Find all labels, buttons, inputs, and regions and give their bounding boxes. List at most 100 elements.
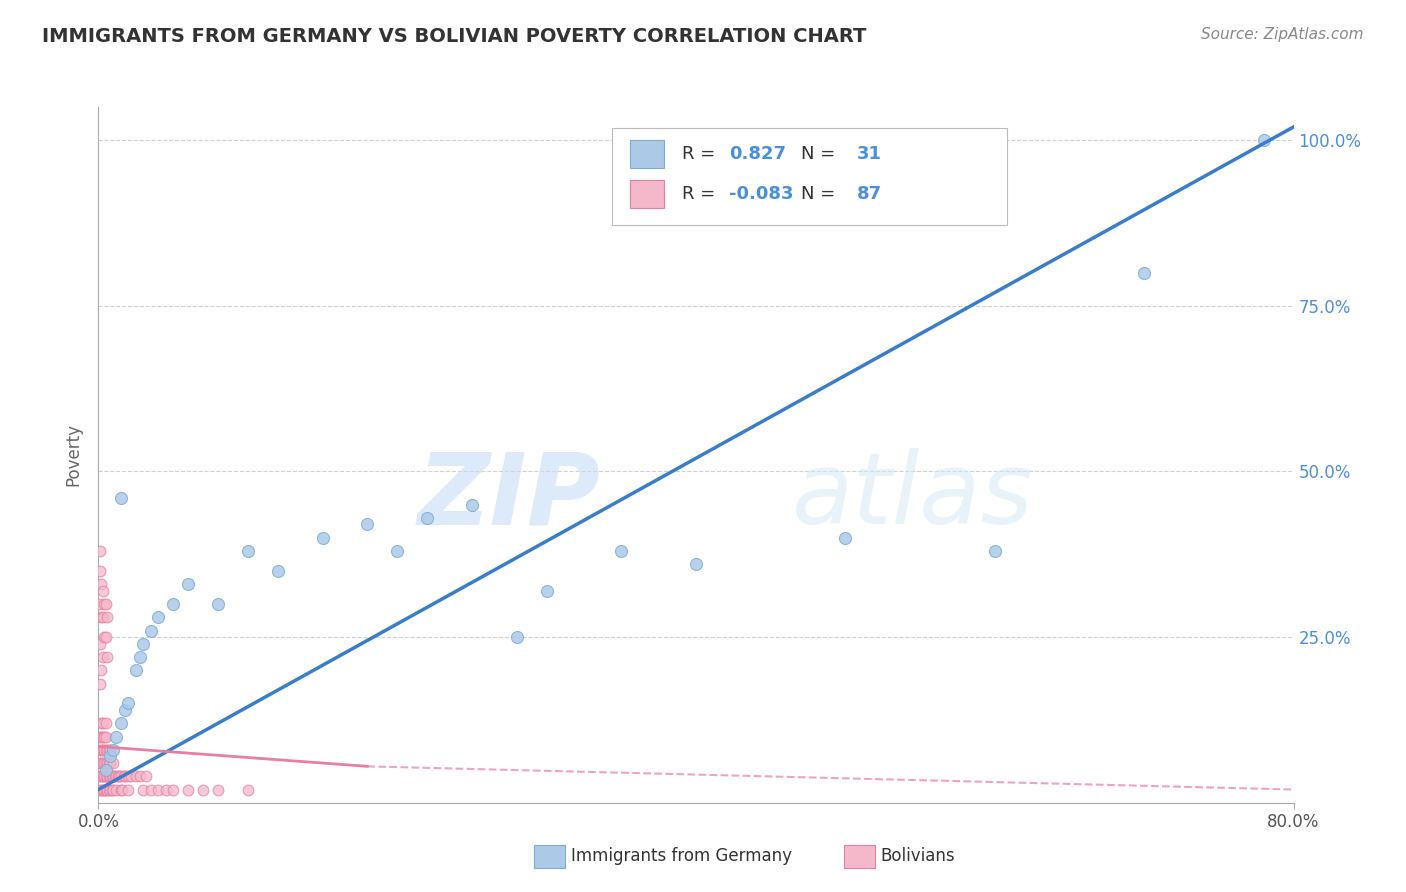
Point	[385, 544, 409, 558]
Text: R =: R =	[682, 185, 721, 203]
Point	[148, 782, 170, 797]
Point	[90, 769, 112, 783]
Point	[103, 769, 125, 783]
Point	[685, 558, 707, 572]
Bar	[630, 180, 664, 208]
Point	[108, 769, 131, 783]
Point	[236, 544, 259, 558]
Point	[89, 756, 111, 770]
Point	[94, 769, 117, 783]
Point	[89, 676, 111, 690]
Point	[93, 782, 115, 797]
Point	[105, 730, 128, 744]
Point	[267, 564, 290, 578]
Text: IMMIGRANTS FROM GERMANY VS BOLIVIAN POVERTY CORRELATION CHART: IMMIGRANTS FROM GERMANY VS BOLIVIAN POVE…	[42, 27, 866, 45]
Text: N =: N =	[801, 185, 841, 203]
Point	[90, 756, 112, 770]
Point	[93, 743, 115, 757]
Point	[107, 769, 129, 783]
Point	[105, 769, 128, 783]
Point	[177, 577, 200, 591]
Text: R =: R =	[682, 145, 721, 163]
Point	[834, 531, 856, 545]
Point	[91, 650, 114, 665]
Y-axis label: Poverty: Poverty	[65, 424, 83, 486]
Point	[100, 756, 122, 770]
Point	[125, 663, 148, 677]
Point	[91, 769, 114, 783]
Point	[191, 782, 214, 797]
Point	[139, 624, 162, 638]
Point	[90, 663, 112, 677]
Point	[117, 782, 139, 797]
Text: 31: 31	[858, 145, 883, 163]
Point	[91, 716, 114, 731]
Point	[610, 544, 633, 558]
Point	[96, 650, 118, 665]
Point	[110, 491, 132, 505]
Point	[89, 782, 111, 797]
Point	[94, 630, 117, 644]
Point	[97, 769, 120, 783]
Point	[103, 756, 125, 770]
Point	[984, 544, 1007, 558]
Point	[93, 597, 115, 611]
Point	[117, 697, 139, 711]
Point	[90, 782, 112, 797]
Point	[100, 782, 122, 797]
Point	[112, 769, 135, 783]
Point	[236, 782, 259, 797]
Point	[94, 763, 117, 777]
Point	[105, 782, 128, 797]
Point	[91, 583, 114, 598]
Point	[125, 769, 148, 783]
Point	[103, 782, 125, 797]
Text: Source: ZipAtlas.com: Source: ZipAtlas.com	[1201, 27, 1364, 42]
Point	[89, 730, 111, 744]
Point	[536, 583, 558, 598]
Text: ZIP: ZIP	[418, 448, 600, 545]
FancyBboxPatch shape	[613, 128, 1007, 226]
Point	[93, 756, 115, 770]
Point	[91, 730, 114, 744]
Text: 0.827: 0.827	[730, 145, 786, 163]
Point	[93, 769, 115, 783]
Point	[110, 782, 132, 797]
Point	[129, 769, 152, 783]
Point	[96, 756, 118, 770]
Bar	[630, 140, 664, 169]
Point	[94, 716, 117, 731]
Text: Bolivians: Bolivians	[880, 847, 955, 865]
Point	[94, 597, 117, 611]
Point	[89, 769, 111, 783]
Point	[155, 782, 177, 797]
Text: -0.083: -0.083	[730, 185, 794, 203]
Point	[89, 544, 111, 558]
Point	[114, 769, 136, 783]
Point	[129, 650, 152, 665]
Point	[120, 769, 142, 783]
Point	[111, 782, 134, 797]
Point	[97, 756, 120, 770]
Point	[93, 630, 115, 644]
Point	[89, 743, 111, 757]
Point	[416, 511, 439, 525]
Point	[90, 743, 112, 757]
Point	[139, 782, 162, 797]
Point	[97, 782, 120, 797]
Point	[103, 743, 125, 757]
Point	[90, 577, 112, 591]
Point	[311, 531, 333, 545]
Point	[177, 782, 200, 797]
Point	[96, 782, 118, 797]
Point	[461, 498, 484, 512]
Point	[90, 730, 112, 744]
Text: Immigrants from Germany: Immigrants from Germany	[571, 847, 792, 865]
Point	[207, 597, 229, 611]
Point	[506, 630, 529, 644]
Point	[96, 769, 118, 783]
Point	[96, 743, 118, 757]
Point	[162, 597, 184, 611]
Point	[91, 782, 114, 797]
Point	[110, 716, 132, 731]
